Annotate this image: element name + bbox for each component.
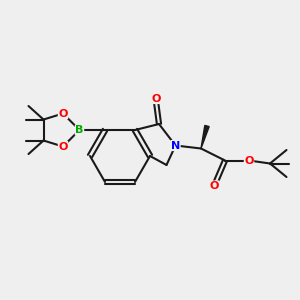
Text: O: O [58, 142, 68, 152]
Polygon shape [201, 125, 209, 148]
Text: O: O [151, 94, 161, 103]
Text: O: O [210, 181, 219, 191]
Text: N: N [171, 140, 180, 151]
Text: O: O [244, 155, 254, 166]
Text: B: B [75, 125, 84, 135]
Text: O: O [58, 109, 68, 118]
